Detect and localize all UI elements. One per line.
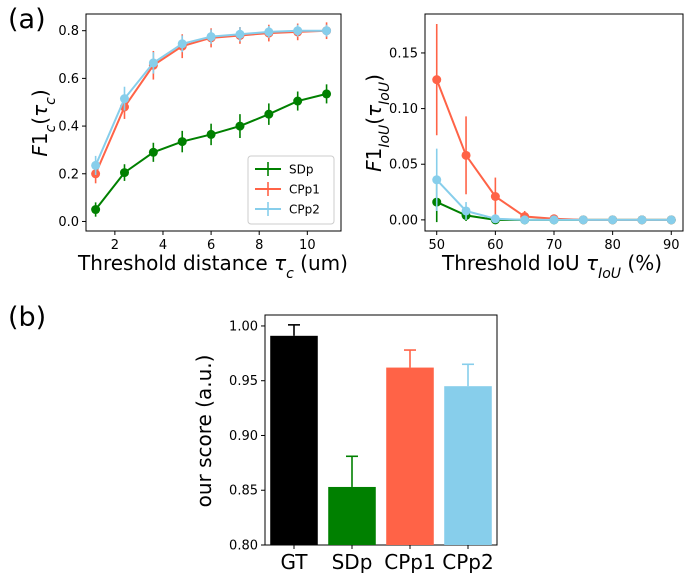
chart2-xtick-label: 70 (546, 238, 563, 253)
chart2-ytick-label: 0.00 (389, 213, 418, 228)
chart1-legend-box (247, 155, 335, 225)
chart2-xtick-label: 60 (487, 238, 504, 253)
chart1-point-CPp2 (264, 27, 274, 37)
chart2-x-axis-label: Threshold IoU τIoU (%) (441, 251, 662, 282)
chart1-point-CPp2 (148, 58, 158, 68)
chart2-xtick-label: 80 (604, 238, 621, 253)
chart2-point-CPp2 (637, 215, 647, 225)
chart2-point-CPp2 (608, 215, 618, 225)
chart3-ytick-label: 0.85 (229, 484, 258, 499)
chart2-y-axis-label: F1IoU(τIoU) (362, 74, 393, 172)
chart2-series-line-CPp2 (435, 179, 672, 221)
chart2-point-CPp2 (520, 215, 530, 225)
chart3-xtick-label-SDp: SDp (332, 550, 373, 573)
chart1-xtick-label: 8 (255, 238, 263, 253)
chart1-xtick-label: 2 (111, 238, 119, 253)
chart1-point-SDp (119, 168, 129, 178)
chart1-point-SDp (206, 129, 216, 139)
chart1-ytick-label: 0.6 (58, 72, 79, 87)
chart2-point-CPp2 (461, 206, 471, 216)
chart3-ytick-label: 0.80 (229, 539, 258, 554)
chart1-legend-label-SDp: SDp (289, 163, 313, 177)
chart2-point-CPp2 (666, 215, 676, 225)
chart1-point-CPp2 (91, 160, 101, 170)
chart1-xtick-label: 4 (159, 238, 167, 253)
chart1-ytick-label: 0.0 (58, 215, 79, 230)
chart3-xtick-label-CPp1: CPp1 (384, 550, 435, 573)
chart1-point-SDp (322, 89, 332, 99)
chart1-point-CPp2 (293, 26, 303, 36)
chart1-point-CPp2 (322, 26, 332, 36)
chart1-point-CPp2 (119, 94, 129, 104)
chart2-series-line-CPp1 (435, 79, 672, 221)
chart1-legend-label-CPp1: CPp1 (289, 183, 320, 197)
chart3-bar-SDp (328, 486, 376, 545)
chart1-y-axis-label: F1c(τc) (28, 89, 59, 156)
chart3-xtick-label-CPp2: CPp2 (442, 550, 493, 573)
chart1-series-line-CPp1 (94, 29, 327, 175)
chart2-point-CPp1 (461, 150, 471, 160)
chart1-point-SDp (235, 121, 245, 131)
chart1-point-SDp (293, 96, 303, 106)
chart1-ytick-label: 0.8 (58, 24, 79, 39)
chart1-xtick-label: 6 (207, 238, 215, 253)
chart2-point-CPp2 (432, 175, 442, 185)
chart1-point-SDp (148, 147, 158, 157)
chart2-point-CPp2 (578, 215, 588, 225)
panel-label-a: (a) (8, 4, 46, 35)
chart3-y-axis-label: our score (a.u.) (192, 355, 216, 508)
chart1-ytick-label: 0.4 (58, 120, 79, 135)
chart2-point-CPp1 (490, 192, 500, 202)
chart3-ytick-label: 0.95 (229, 374, 258, 389)
chart1-point-CPp2 (235, 29, 245, 39)
chart1-point-CPp2 (177, 39, 187, 49)
chart1-ytick-label: 0.2 (58, 167, 79, 182)
chart1-point-CPp2 (206, 32, 216, 42)
chart3-bar-CPp1 (386, 367, 434, 545)
chart1-legend-label-CPp2: CPp2 (289, 203, 320, 217)
chart1-point-SDp (177, 137, 187, 147)
chart2-frame (424, 13, 684, 232)
chart1-xtick-label: 10 (299, 238, 316, 253)
chart2-ytick-label: 0.10 (389, 102, 418, 117)
chart1-point-SDp (91, 205, 101, 215)
chart3-bar-GT (270, 335, 318, 545)
chart1-x-axis-label: Threshold distance τc (um) (77, 251, 348, 282)
panel-label-b: (b) (8, 302, 46, 333)
chart3-ytick-label: 0.90 (229, 429, 258, 444)
chart2-xtick-label: 50 (428, 238, 445, 253)
chart2-point-CPp2 (490, 214, 500, 224)
chart2-point-CPp1 (432, 75, 442, 85)
chart3-ytick-label: 1.00 (229, 319, 258, 334)
chart2-ytick-label: 0.05 (389, 158, 418, 173)
chart1-frame (85, 13, 342, 232)
chart2-ytick-label: 0.15 (389, 46, 418, 61)
chart3-frame (264, 314, 498, 546)
chart3-xtick-label-GT: GT (280, 550, 308, 573)
chart1-point-SDp (264, 109, 274, 119)
chart2-xtick-label: 90 (663, 238, 680, 253)
chart2-point-CPp2 (549, 215, 559, 225)
chart3-bar-CPp2 (444, 386, 492, 545)
